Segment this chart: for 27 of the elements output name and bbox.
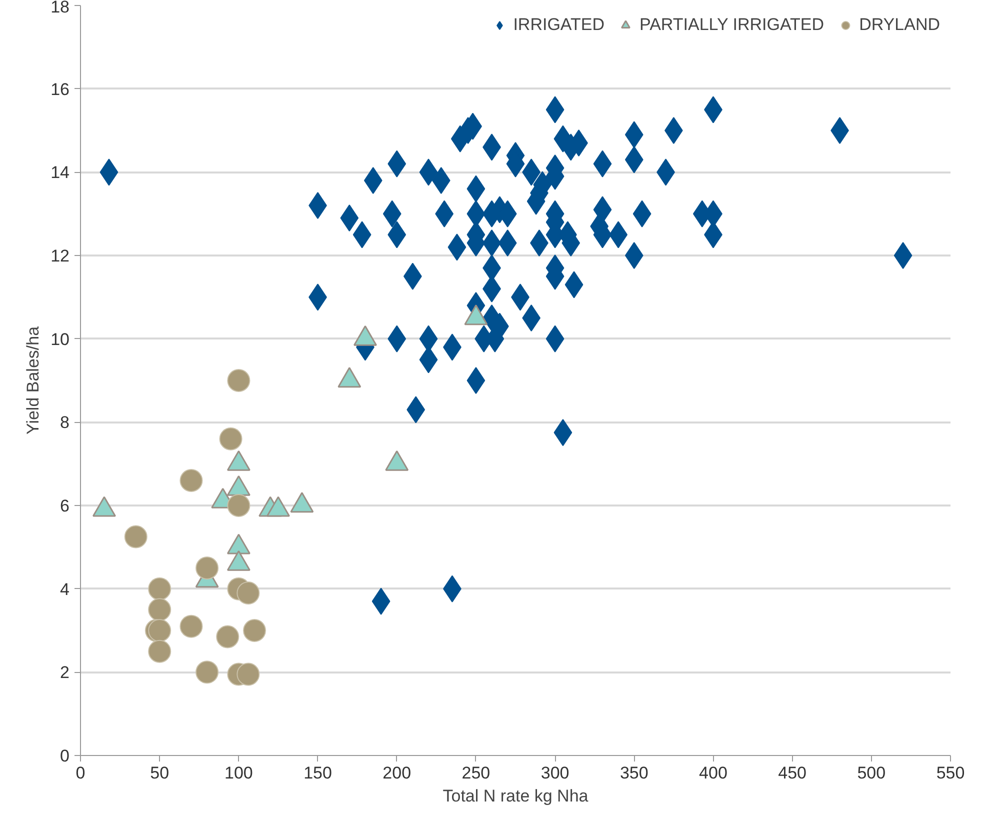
y-tick-label: 10	[50, 330, 70, 349]
legend-label: IRRIGATED	[513, 15, 605, 35]
x-tick-label: 0	[76, 764, 86, 782]
x-axis-title: Total N rate kg Nha	[442, 786, 589, 806]
x-tick-label: 300	[540, 764, 570, 782]
y-tick-label: 16	[50, 80, 70, 99]
x-tick-label: 500	[857, 764, 886, 782]
x-tick-label: 100	[224, 764, 253, 782]
y-tick-label: 12	[50, 246, 70, 266]
y-tick-label: 18	[50, 0, 70, 16]
y-tick-label: 8	[60, 413, 70, 432]
y-tick-label: 6	[60, 496, 70, 516]
y-tick-label: 4	[60, 580, 70, 599]
x-tick-label: 50	[150, 764, 170, 782]
x-tick-label: 400	[699, 764, 728, 782]
legend-label: DRYLAND	[859, 15, 940, 35]
x-tick-label: 200	[382, 764, 412, 782]
y-axis-title: Yield Bales/ha	[24, 326, 43, 435]
x-tick-label: 150	[304, 764, 332, 782]
x-tick-label: 350	[620, 764, 648, 782]
x-tick-label: 550	[936, 764, 965, 782]
y-tick-label: 2	[60, 663, 70, 682]
x-tick-label: 250	[462, 764, 490, 782]
legend-label: PARTIALLY IRRIGATED	[640, 15, 824, 35]
y-tick-label: 0	[60, 746, 70, 766]
y-tick-label: 14	[50, 163, 70, 182]
x-tick-label: 450	[778, 764, 807, 782]
